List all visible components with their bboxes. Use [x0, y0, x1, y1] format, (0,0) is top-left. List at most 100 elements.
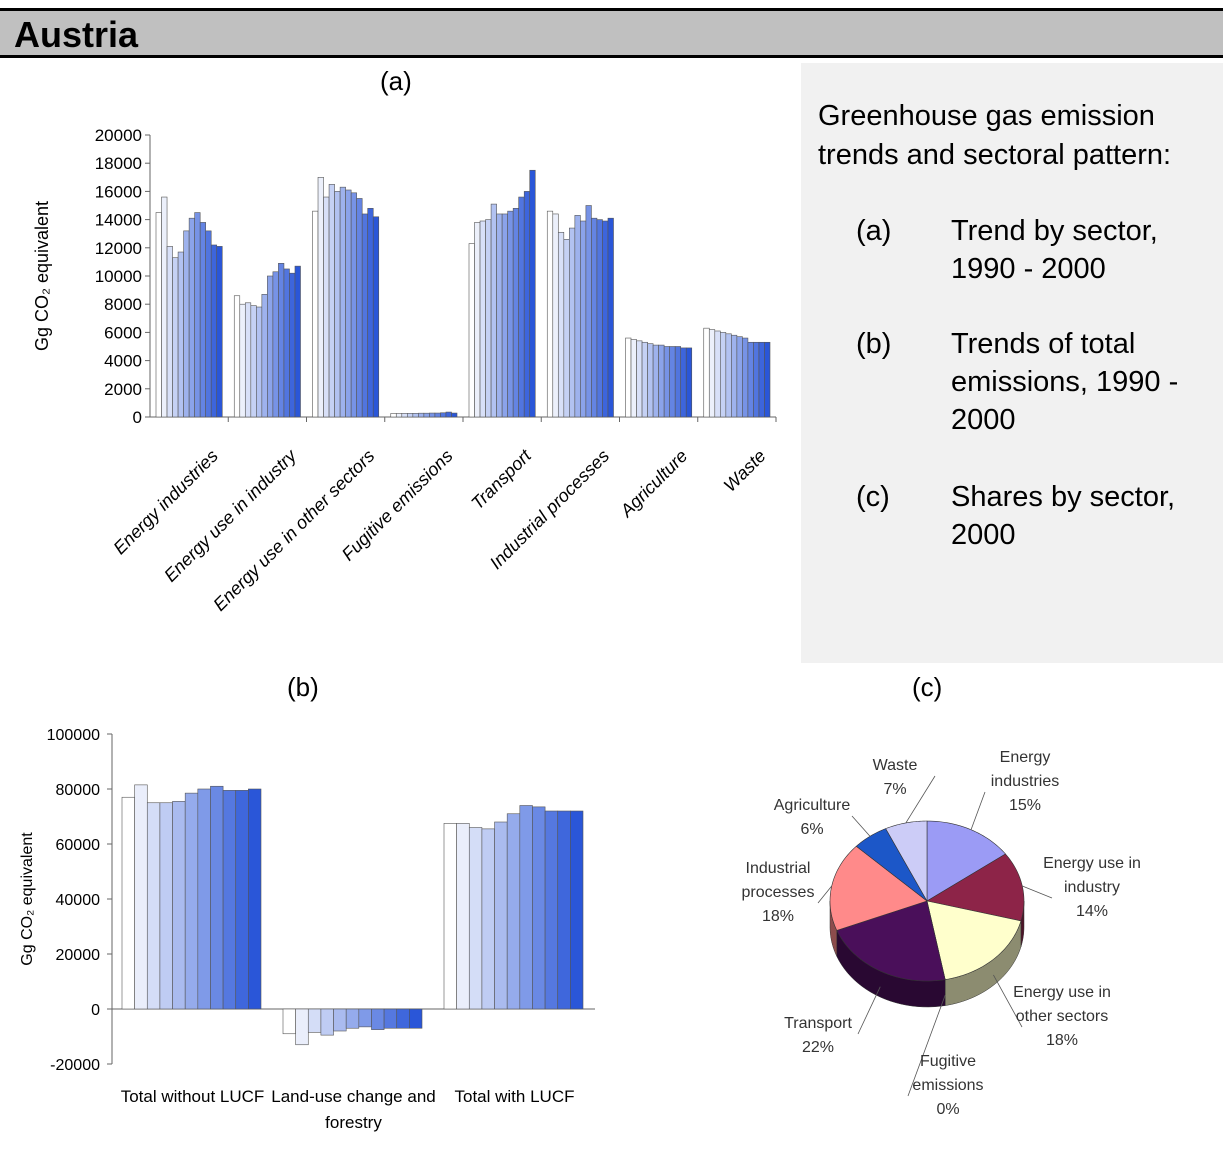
- x-tick-label: Energy use in industry: [160, 445, 301, 586]
- bar: [685, 347, 693, 418]
- bar: [317, 177, 324, 418]
- bar: [512, 208, 519, 418]
- y-tick-label: 0: [91, 1002, 100, 1019]
- x-tick-label: Agriculture: [616, 446, 692, 522]
- bar: [395, 413, 403, 418]
- bar: [177, 251, 184, 418]
- bar: [731, 334, 738, 418]
- pie-slice: [885, 820, 928, 903]
- bar: [496, 213, 503, 418]
- bar: [440, 412, 447, 418]
- pie-leader-line: [851, 815, 871, 837]
- pie-slice-label: industry: [1064, 879, 1120, 896]
- bar: [345, 189, 352, 418]
- bar: [753, 341, 760, 418]
- bar: [295, 1008, 309, 1046]
- page-title: Austria: [14, 14, 139, 55]
- bar: [468, 243, 475, 418]
- bar: [647, 343, 654, 418]
- bar: [563, 239, 570, 418]
- bar: [532, 806, 546, 1010]
- pie-slice-percent: 7%: [883, 781, 906, 798]
- bar: [445, 411, 452, 418]
- y-tick-label: 60000: [56, 837, 101, 854]
- pie-slice-label: Industrial: [746, 860, 811, 877]
- bar: [272, 271, 279, 418]
- bar: [401, 413, 408, 418]
- bar: [320, 1008, 334, 1036]
- pie-slice: [855, 828, 928, 902]
- bar: [429, 412, 436, 418]
- bar: [456, 823, 470, 1010]
- bar: [216, 246, 223, 418]
- y-tick-label: 4000: [104, 352, 142, 371]
- bar: [390, 413, 397, 418]
- pie-slice-label: Transport: [784, 1015, 852, 1032]
- bar: [485, 219, 492, 418]
- pie-slice: [926, 853, 1025, 922]
- bar: [283, 268, 290, 418]
- bar: [155, 212, 162, 418]
- bar: [121, 796, 135, 1010]
- bar: [194, 212, 201, 418]
- bar: [636, 340, 643, 418]
- y-tick-label: 6000: [104, 323, 142, 342]
- bar: [674, 346, 682, 418]
- y-tick-label: 80000: [56, 782, 101, 799]
- bar: [267, 275, 274, 418]
- bar: [383, 1008, 398, 1029]
- bar: [574, 215, 581, 418]
- bar: [758, 341, 765, 418]
- bar: [518, 196, 525, 418]
- bar: [585, 205, 592, 418]
- pie-slice-label: Waste: [873, 757, 918, 774]
- pie-leader-line: [857, 986, 881, 1035]
- description-item-key: (b): [856, 328, 892, 360]
- bar: [658, 344, 665, 418]
- bar: [210, 785, 224, 1010]
- pie-leader-line: [1022, 885, 1053, 899]
- bar: [407, 413, 414, 418]
- pie-leader-line: [817, 885, 833, 904]
- bar: [307, 1008, 322, 1033]
- bar: [172, 257, 179, 418]
- bar: [479, 220, 486, 418]
- y-tick-label: -20000: [50, 1057, 100, 1074]
- bar: [261, 294, 268, 418]
- bar: [166, 246, 173, 418]
- bar: [367, 208, 374, 418]
- bar: [161, 196, 168, 418]
- y-axis-label: Gg CO₂ equivalent: [32, 201, 52, 351]
- panel-label-b: (b): [287, 672, 319, 702]
- y-axis-label: Gg CO₂ equivalent: [19, 832, 36, 966]
- bar: [708, 329, 716, 418]
- bar: [256, 306, 263, 418]
- bar: [602, 220, 609, 418]
- pie-slice-label: emissions: [912, 1077, 983, 1094]
- bar: [490, 203, 497, 418]
- bar: [557, 810, 571, 1010]
- bar: [523, 191, 531, 418]
- bar: [199, 222, 206, 418]
- bar: [468, 827, 483, 1010]
- pie-slice-percent: 0%: [936, 1101, 959, 1118]
- pie-slice-percent: 18%: [1046, 1032, 1078, 1049]
- bar: [519, 805, 533, 1010]
- description-item-text: Trend by sector, 1990 - 2000: [951, 215, 1158, 285]
- bar: [210, 244, 218, 418]
- bar: [356, 198, 363, 418]
- bar: [747, 341, 754, 418]
- bar: [233, 295, 241, 418]
- bar: [591, 217, 598, 418]
- pie-slice-label: Fugitive: [920, 1053, 976, 1070]
- bar: [345, 1008, 360, 1029]
- pie-slice-percent: 6%: [800, 821, 823, 838]
- bar: [188, 217, 195, 418]
- bar: [312, 210, 319, 418]
- bar: [481, 828, 495, 1010]
- pie-leader-line: [970, 791, 986, 830]
- pie-slice-label: Energy use in: [1043, 855, 1141, 872]
- bar: [235, 790, 249, 1010]
- bar: [418, 412, 425, 418]
- bar: [323, 196, 330, 418]
